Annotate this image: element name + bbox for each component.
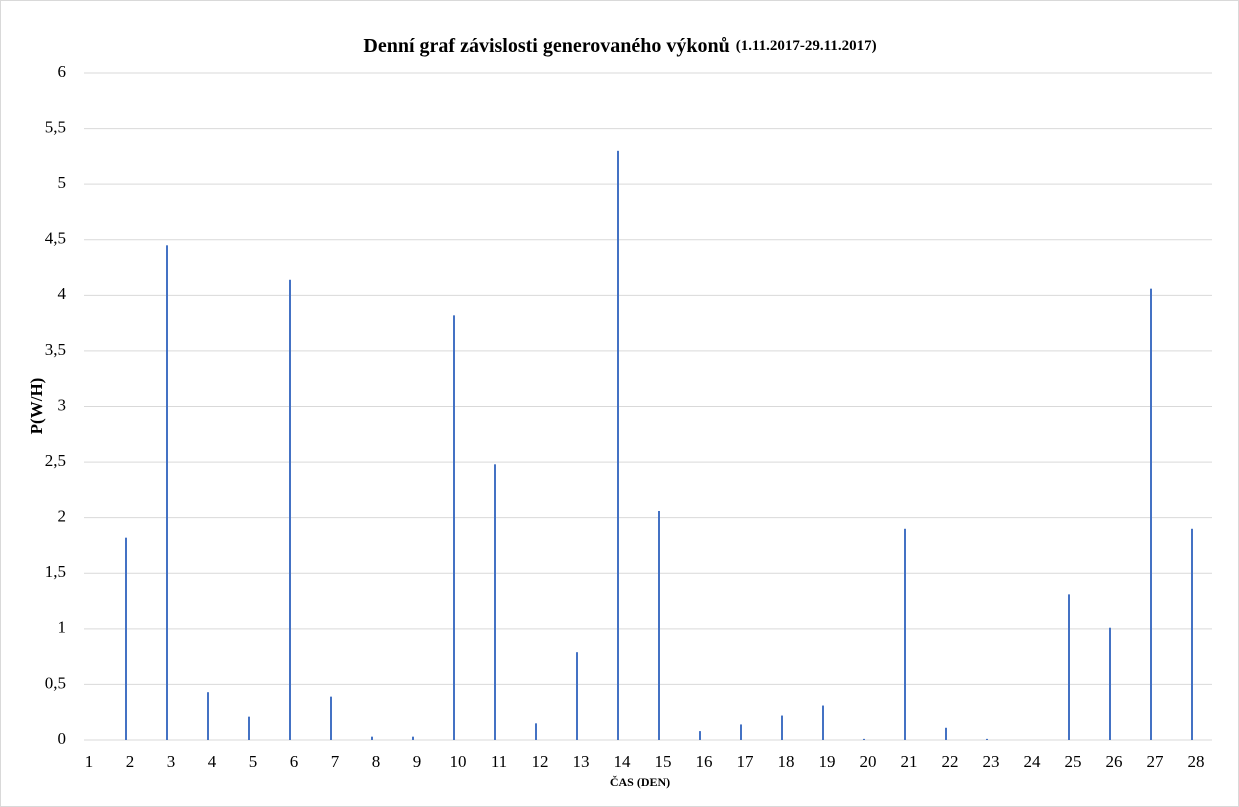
x-tick-label: 4 — [208, 752, 217, 771]
x-tick-label: 23 — [983, 752, 1000, 771]
x-axis-title: ČAS (DEN) — [610, 775, 670, 789]
x-tick-label: 3 — [167, 752, 176, 771]
x-tick-label: 8 — [372, 752, 381, 771]
y-tick-label: 3 — [58, 395, 67, 414]
bar — [1068, 594, 1070, 740]
bar — [207, 692, 209, 740]
x-tick-label: 28 — [1188, 752, 1205, 771]
y-tick-label: 6 — [58, 62, 67, 81]
x-tick-label: 26 — [1106, 752, 1123, 771]
bar — [289, 279, 291, 740]
bar — [1150, 288, 1152, 740]
bar — [986, 738, 988, 740]
x-tick-label: 25 — [1065, 752, 1082, 771]
y-tick-label: 3,5 — [45, 340, 66, 359]
x-tick-label: 9 — [413, 752, 422, 771]
x-tick-label: 11 — [491, 752, 507, 771]
x-tick-label: 15 — [655, 752, 672, 771]
y-tick-label: 1 — [58, 618, 67, 637]
y-tick-label: 2 — [58, 507, 67, 526]
bar — [125, 537, 127, 740]
x-tick-label: 1 — [85, 752, 94, 771]
y-tick-label: 4,5 — [45, 229, 66, 248]
bar — [166, 245, 168, 740]
bar — [863, 738, 865, 740]
y-tick-label: 0,5 — [45, 673, 66, 692]
x-tick-label: 7 — [331, 752, 340, 771]
bar — [617, 150, 619, 741]
x-tick-label: 14 — [614, 752, 632, 771]
x-tick-label: 17 — [737, 752, 755, 771]
bar — [535, 723, 537, 740]
y-axis-title: P(W/H) — [27, 378, 46, 435]
chart-subtitle: (1.11.2017-29.11.2017) — [736, 38, 877, 54]
y-tick-label: 0 — [58, 729, 67, 748]
bar — [740, 724, 742, 740]
bar — [781, 715, 783, 740]
bar — [699, 731, 701, 740]
bar — [576, 652, 578, 740]
chart-heading: Denní graf závislosti generovaného výkon… — [363, 35, 876, 57]
x-tick-label: 2 — [126, 752, 135, 771]
y-tick-label: 4 — [58, 284, 67, 303]
x-tick-label: 27 — [1147, 752, 1165, 771]
x-tick-label: 24 — [1024, 752, 1042, 771]
x-tick-label: 20 — [860, 752, 877, 771]
bar — [904, 528, 906, 740]
bar — [658, 510, 660, 740]
bar — [453, 315, 455, 740]
x-tick-label: 12 — [532, 752, 549, 771]
x-tick-label: 10 — [450, 752, 467, 771]
bar — [1191, 528, 1193, 740]
x-tick-label: 22 — [942, 752, 959, 771]
bar — [1109, 627, 1111, 740]
bar — [822, 705, 824, 740]
x-tick-label: 13 — [573, 752, 590, 771]
bar — [945, 727, 947, 740]
x-tick-label: 6 — [290, 752, 299, 771]
x-tick-label: 5 — [249, 752, 258, 771]
bar — [494, 464, 496, 740]
bar — [371, 736, 373, 740]
x-tick-label: 18 — [778, 752, 795, 771]
bar — [248, 716, 250, 740]
x-tick-label: 19 — [819, 752, 836, 771]
y-tick-label: 2,5 — [45, 451, 66, 470]
bar — [412, 736, 414, 740]
chart-title: Denní graf závislosti generovaného výkon… — [363, 35, 729, 57]
bar — [330, 696, 332, 740]
x-tick-label: 21 — [901, 752, 918, 771]
x-tick-label: 16 — [696, 752, 713, 771]
y-tick-label: 5,5 — [45, 117, 66, 136]
y-tick-label: 1,5 — [45, 562, 66, 581]
y-tick-label: 5 — [58, 173, 67, 192]
